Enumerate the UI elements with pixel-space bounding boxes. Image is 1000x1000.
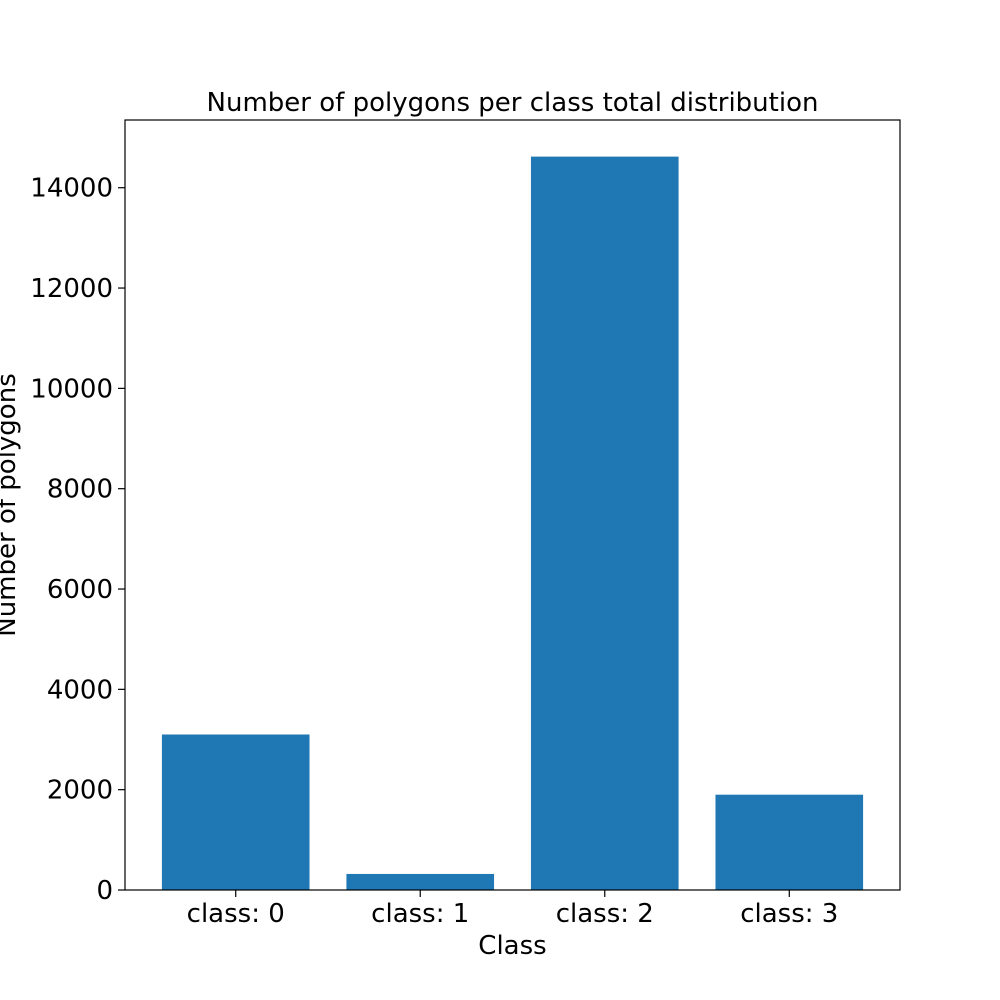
y-tick-label-4: 8000 bbox=[47, 475, 113, 505]
x-axis: class: 0 class: 1 class: 2 class: 3 bbox=[187, 890, 838, 929]
bar-2 bbox=[530, 156, 679, 890]
bar-3 bbox=[715, 794, 864, 890]
bars-group bbox=[161, 156, 864, 890]
y-axis-label: Number of polygons bbox=[0, 373, 22, 637]
x-tick-label-2: class: 2 bbox=[556, 899, 654, 929]
x-axis-label: Class bbox=[478, 931, 546, 961]
y-tick-label-3: 6000 bbox=[47, 575, 113, 605]
plot-frame bbox=[124, 119, 901, 891]
y-tick-label-0: 0 bbox=[96, 876, 113, 906]
bar-1 bbox=[346, 873, 495, 890]
x-tick-label-1: class: 1 bbox=[371, 899, 469, 929]
y-tick-label-5: 10000 bbox=[30, 374, 113, 404]
chart-title: Number of polygons per class total distr… bbox=[207, 88, 819, 118]
x-tick-label-0: class: 0 bbox=[187, 899, 285, 929]
y-tick-label-6: 12000 bbox=[30, 274, 113, 304]
y-tick-label-1: 2000 bbox=[47, 776, 113, 806]
y-tick-label-2: 4000 bbox=[47, 675, 113, 705]
y-tick-label-7: 14000 bbox=[30, 174, 113, 204]
bar-0 bbox=[161, 734, 310, 890]
y-axis: 0 2000 4000 6000 8000 10000 12000 14000 bbox=[30, 174, 125, 906]
x-tick-label-3: class: 3 bbox=[740, 899, 838, 929]
